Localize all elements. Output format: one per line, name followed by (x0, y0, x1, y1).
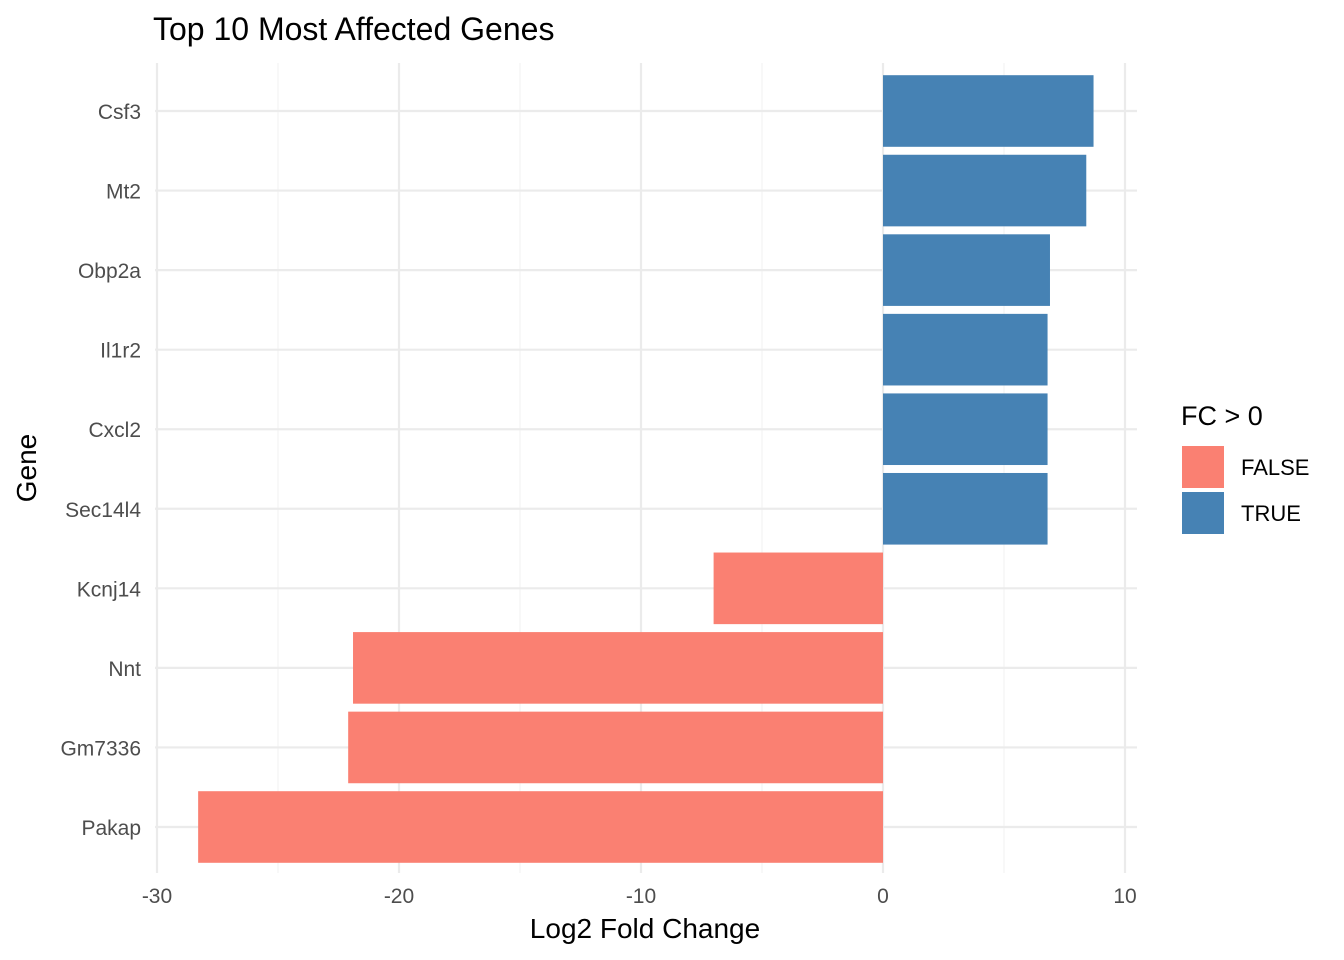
x-tick-label: -30 (142, 885, 172, 908)
bar-kcnj14 (713, 552, 883, 625)
x-axis-title: Log2 Fold Change (530, 913, 760, 944)
bar-mt2 (883, 154, 1087, 227)
bar-sec14l4 (883, 472, 1048, 545)
y-tick-label: Kcnj14 (77, 578, 142, 601)
bars (198, 75, 1094, 863)
y-tick-label: Cxcl2 (88, 419, 141, 442)
y-tick-label: Nnt (108, 658, 141, 681)
y-tick-label: Il1r2 (100, 340, 141, 363)
bar-csf3 (883, 75, 1094, 147)
bar-pakap (198, 791, 883, 863)
y-tick-label: Pakap (81, 817, 141, 840)
legend-label-true: TRUE (1241, 501, 1301, 526)
y-tick-labels: Csf3 Mt2 Obp2a Il1r2 Cxcl2 Sec14l4 Kcnj14 Nnt Gm… (60, 101, 141, 840)
x-tick-labels: -30 -20 -10 0 10 (142, 885, 1137, 908)
bar-il1r2 (883, 313, 1048, 386)
x-tick-label: 0 (877, 885, 889, 908)
legend-swatch-false (1182, 446, 1224, 488)
legend-label-false: FALSE (1241, 455, 1309, 480)
bar-nnt (353, 632, 883, 704)
x-tick-label: -20 (384, 885, 414, 908)
x-tick-label: 10 (1113, 885, 1136, 908)
bar-cxcl2 (883, 393, 1048, 466)
bar-gm7336 (348, 711, 883, 784)
bar-obp2a (883, 234, 1050, 306)
y-tick-label: Csf3 (98, 101, 141, 124)
y-axis-title: Gene (11, 434, 42, 503)
y-tick-label: Gm7336 (60, 737, 141, 760)
y-tick-label: Sec14l4 (65, 499, 141, 522)
y-tick-label: Mt2 (106, 181, 141, 204)
x-tick-label: -10 (626, 885, 656, 908)
y-tick-label: Obp2a (78, 260, 141, 283)
chart-title: Top 10 Most Affected Genes (153, 11, 554, 47)
legend-title: FC > 0 (1181, 401, 1263, 431)
legend: FC > 0 FALSE TRUE (1181, 401, 1309, 534)
legend-swatch-true (1182, 492, 1224, 534)
